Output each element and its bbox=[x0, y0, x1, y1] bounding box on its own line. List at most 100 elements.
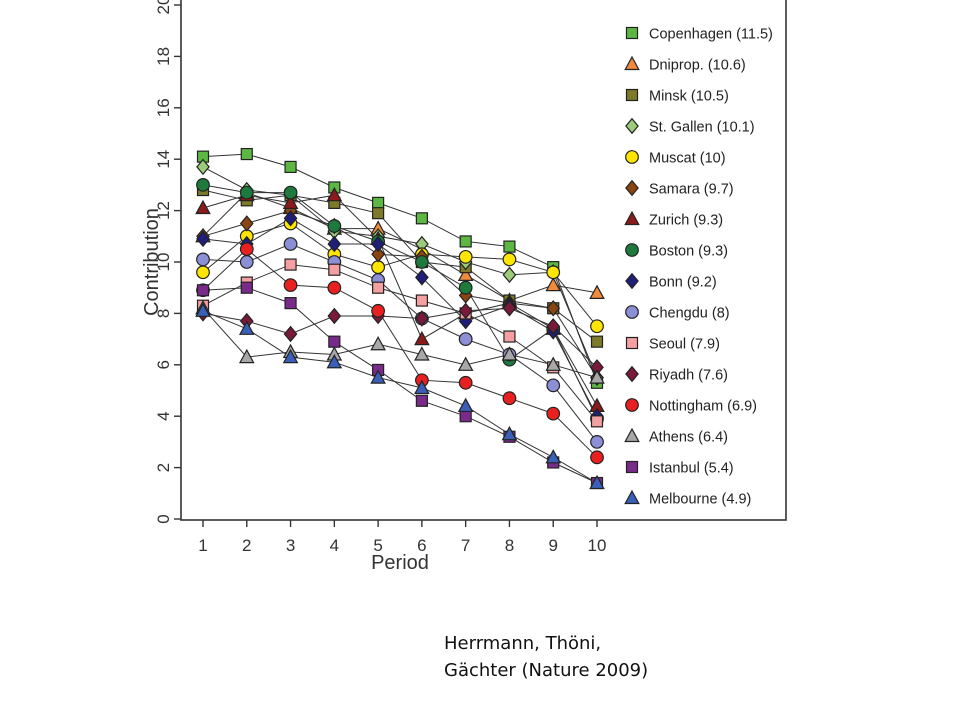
y-tick-label: 18 bbox=[154, 47, 173, 66]
point-minsk-10 bbox=[590, 335, 604, 348]
y-axis-label: Contribution bbox=[141, 208, 163, 316]
point-istanbul-4 bbox=[328, 335, 341, 348]
point-nottingham-2 bbox=[239, 242, 254, 257]
legend-label-copenhagen: Copenhagen (11.5) bbox=[649, 27, 773, 43]
point-melbourne-5 bbox=[370, 369, 386, 384]
point-muscat-7 bbox=[458, 249, 473, 264]
point-zurich-6 bbox=[414, 330, 430, 346]
point-riyadh-9 bbox=[546, 318, 561, 335]
point-athens-10 bbox=[589, 369, 605, 384]
x-tick-label: 1 bbox=[198, 536, 207, 555]
legend-label-boston: Boston (9.3) bbox=[649, 244, 728, 260]
y-tick-label: 20 bbox=[154, 0, 173, 14]
citation-line-2: Gächter (Nature 2009) bbox=[444, 660, 649, 681]
point-copenhagen-7 bbox=[459, 235, 472, 248]
point-copenhagen-5 bbox=[372, 196, 385, 209]
x-tick-label: 8 bbox=[505, 536, 514, 555]
point-zurich-4 bbox=[326, 186, 343, 202]
series-line-istanbul bbox=[202, 287, 598, 484]
point-copenhagen-8 bbox=[503, 240, 516, 253]
legend-label-samara: Samara (9.7) bbox=[649, 182, 734, 198]
legend-label-melbourne: Melbourne (4.9) bbox=[649, 492, 751, 508]
point-bonn-4 bbox=[327, 235, 342, 253]
point-athens-2 bbox=[238, 348, 255, 364]
x-tick-label: 3 bbox=[286, 536, 295, 555]
point-melbourne-7 bbox=[457, 397, 474, 413]
legend-label-dniprop: Dniprop. (10.6) bbox=[649, 58, 746, 74]
series-line-zurich bbox=[202, 194, 598, 407]
point-seoul-8 bbox=[503, 330, 516, 343]
point-boston-7 bbox=[458, 280, 473, 295]
point-riyadh-3 bbox=[283, 325, 298, 343]
series-lines bbox=[202, 153, 598, 484]
legend-label-st-gallen: St. Gallen (10.1) bbox=[649, 120, 755, 136]
point-istanbul-7 bbox=[459, 410, 472, 423]
point-boston-6 bbox=[414, 255, 429, 269]
series-line-melbourne bbox=[202, 310, 598, 484]
point-copenhagen-2 bbox=[240, 147, 253, 161]
point-chengdu-7 bbox=[458, 332, 473, 347]
point-melbourne-8 bbox=[501, 425, 518, 441]
legend-label-muscat: Muscat (10) bbox=[649, 151, 726, 167]
point-seoul-4 bbox=[328, 263, 341, 276]
point-istanbul-6 bbox=[415, 394, 428, 407]
point-dniprop-10 bbox=[589, 284, 605, 299]
point-muscat-8 bbox=[502, 252, 517, 267]
series-line-nottingham bbox=[202, 248, 598, 458]
point-muscat-5 bbox=[371, 260, 386, 275]
point-melbourne-6 bbox=[414, 379, 430, 395]
y-tick-label: 6 bbox=[154, 360, 173, 369]
series-line-chengdu bbox=[202, 243, 598, 443]
series-line-boston bbox=[202, 184, 598, 420]
series-line-minsk bbox=[202, 189, 598, 343]
legend-label-istanbul: Istanbul (5.4) bbox=[649, 461, 734, 477]
point-chengdu-3 bbox=[283, 237, 298, 251]
point-bonn-6 bbox=[415, 269, 429, 286]
legend-marker-zurich bbox=[624, 210, 640, 226]
point-boston-4 bbox=[327, 219, 342, 233]
point-nottingham-10 bbox=[590, 450, 604, 465]
point-minsk-5 bbox=[372, 207, 385, 220]
series-line-copenhagen bbox=[202, 153, 598, 383]
legend-marker-muscat bbox=[625, 150, 639, 164]
point-nottingham-5 bbox=[371, 303, 386, 318]
point-riyadh-8 bbox=[502, 300, 517, 317]
point-riyadh-6 bbox=[415, 310, 429, 327]
series-markers bbox=[195, 147, 605, 490]
point-chengdu-9 bbox=[546, 378, 561, 393]
legend-marker-samara bbox=[625, 179, 639, 197]
point-chengdu-2 bbox=[239, 255, 254, 269]
point-riyadh-4 bbox=[327, 307, 342, 325]
point-athens-8 bbox=[501, 346, 518, 361]
legend-marker-minsk bbox=[625, 88, 639, 102]
legend-marker-boston bbox=[625, 243, 639, 257]
legend-marker-athens bbox=[624, 427, 640, 443]
y-tick-label: 8 bbox=[154, 309, 173, 318]
point-zurich-1 bbox=[195, 199, 211, 215]
point-st-gallen-1 bbox=[196, 158, 210, 176]
x-tick-label: 9 bbox=[548, 536, 557, 555]
legend-label-minsk: Minsk (10.5) bbox=[649, 89, 729, 105]
plot-frame bbox=[180, 0, 787, 521]
x-tick-label: 5 bbox=[373, 536, 382, 555]
point-boston-1 bbox=[196, 177, 210, 192]
point-athens-7 bbox=[457, 356, 474, 371]
point-riyadh-7 bbox=[458, 302, 473, 320]
point-dniprop-7 bbox=[457, 266, 474, 281]
point-athens-9 bbox=[545, 356, 562, 371]
point-athens-5 bbox=[370, 335, 386, 351]
legend-marker-riyadh bbox=[625, 365, 639, 383]
x-tick-label: 6 bbox=[417, 536, 426, 555]
point-nottingham-8 bbox=[502, 391, 517, 406]
legend-marker-seoul bbox=[625, 336, 639, 350]
legend-marker-istanbul bbox=[625, 460, 639, 474]
x-tick-label: 7 bbox=[461, 536, 470, 555]
legend: Copenhagen (11.5) Dniprop. (10.6) Minsk (1… bbox=[624, 27, 773, 508]
legend-marker-melbourne bbox=[624, 489, 640, 505]
y-tick-label: 4 bbox=[154, 411, 173, 420]
point-muscat-1 bbox=[196, 265, 210, 280]
legend-label-bonn: Bonn (9.2) bbox=[649, 275, 717, 291]
point-athens-6 bbox=[414, 346, 430, 361]
legend-label-nottingham: Nottingham (6.9) bbox=[649, 399, 757, 415]
